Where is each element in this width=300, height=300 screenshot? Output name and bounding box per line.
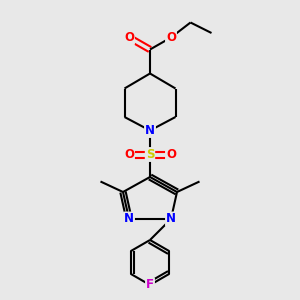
- Text: N: N: [124, 212, 134, 226]
- Text: O: O: [124, 31, 134, 44]
- Text: O: O: [166, 148, 176, 161]
- Text: F: F: [146, 278, 154, 292]
- Text: S: S: [146, 148, 154, 161]
- Text: N: N: [166, 212, 176, 226]
- Text: O: O: [166, 31, 176, 44]
- Text: N: N: [145, 124, 155, 137]
- Text: O: O: [124, 148, 134, 161]
